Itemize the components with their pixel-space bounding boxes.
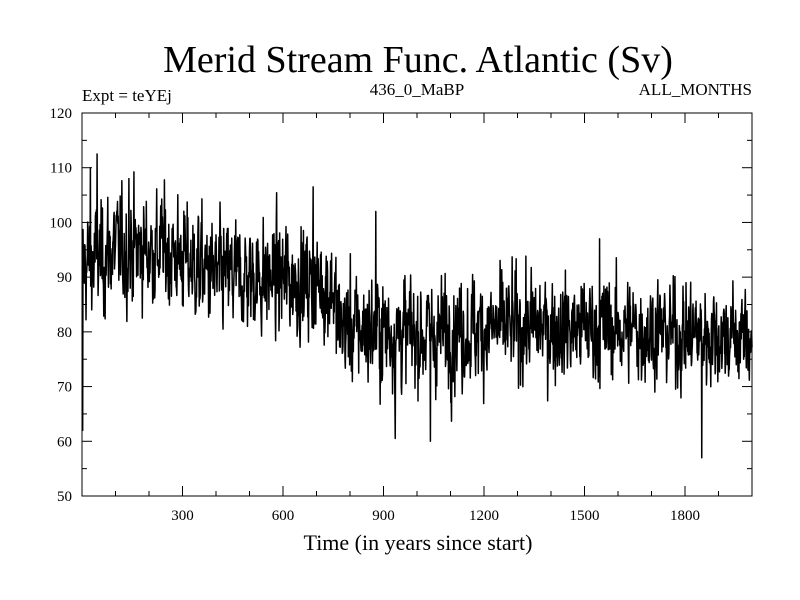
plot-area: 300 600 900 1200 1500 1800 50 60 70 80 90 100 110 120 [50, 106, 753, 524]
y-tick-label: 80 [57, 325, 72, 341]
x-tick-label: 600 [272, 508, 295, 524]
x-tick-label: 1200 [469, 508, 499, 524]
series-line [81, 153, 753, 459]
chart-title: Merid Stream Func. Atlantic (Sv) [163, 39, 673, 81]
x-tick-label: 1500 [570, 508, 600, 524]
y-tick-label: 50 [57, 489, 72, 505]
y-tick-label: 90 [57, 270, 72, 286]
y-tick-label: 100 [50, 215, 73, 231]
y-tick-label: 60 [57, 434, 72, 450]
x-axis-label: Time (in years since start) [304, 530, 533, 555]
y-tick-label: 70 [57, 380, 72, 396]
x-tick-label: 900 [372, 508, 395, 524]
y-tick-label: 110 [50, 161, 72, 177]
y-tick-label: 120 [50, 106, 73, 122]
experiment-label: Expt = teYEj [82, 86, 172, 105]
x-tick-label: 1800 [670, 508, 700, 524]
period-label: 436_0_MaBP [370, 80, 464, 99]
x-tick-label: 300 [171, 508, 194, 524]
months-label: ALL_MONTHS [639, 80, 752, 99]
